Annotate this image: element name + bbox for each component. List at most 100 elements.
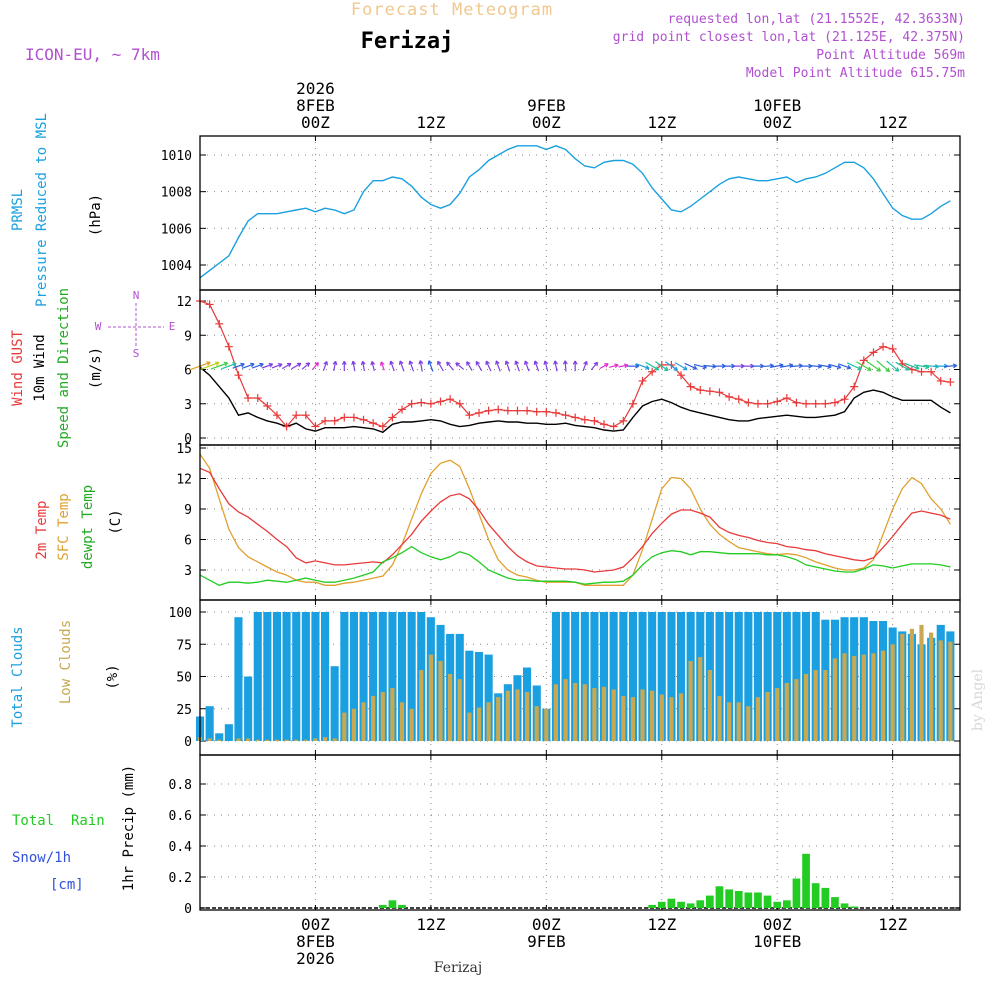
ytick-label: 0 — [184, 902, 192, 917]
rain-bar — [648, 904, 656, 908]
wind-arrow — [572, 360, 578, 372]
total-cloud-bar — [292, 612, 301, 741]
wind-arrow — [771, 363, 784, 368]
gust-point — [542, 407, 551, 416]
wind-arrow — [626, 363, 640, 369]
total-cloud-bar — [590, 612, 599, 741]
total-clouds-label: Total Clouds — [10, 626, 26, 727]
wind-arrow — [475, 360, 483, 372]
compass-n: N — [133, 289, 140, 302]
wind-arrow — [543, 360, 549, 372]
gust-point — [609, 422, 618, 431]
wind-arrow — [828, 363, 842, 370]
total-cloud-bar — [715, 612, 724, 741]
gust-point — [330, 416, 339, 425]
ytick-label: 0.8 — [169, 778, 192, 793]
total-cloud-bar — [561, 612, 570, 741]
low-cloud-bar — [236, 738, 241, 741]
gust-point — [773, 397, 782, 406]
rain-label: Total Rain — [12, 813, 105, 829]
gust-point — [378, 422, 387, 431]
time-label-bottom: 8FEB — [296, 932, 335, 951]
gust-point — [725, 392, 734, 401]
gust-point — [484, 406, 493, 415]
rain-bar — [378, 904, 387, 908]
low-cloud-bar — [775, 688, 780, 741]
temp2m-line — [199, 467, 951, 573]
gust-point — [850, 382, 859, 391]
total-cloud-bar — [474, 652, 483, 741]
wind-arrow — [351, 360, 356, 372]
gust-point — [417, 398, 426, 407]
ytick-label: 0.6 — [169, 809, 192, 824]
wind-arrow — [446, 361, 454, 371]
total-cloud-bar — [792, 612, 801, 741]
time-label-top: 2026 — [296, 79, 335, 98]
gust-point — [205, 300, 214, 309]
wind-arrow — [582, 360, 588, 372]
low-cloud-bar — [813, 670, 818, 741]
gust-point — [407, 399, 416, 408]
low-cloud-bar — [496, 697, 501, 741]
location-title: Ferizaj — [361, 29, 454, 54]
temp2m-label: 2m Temp — [34, 500, 50, 559]
total-cloud-bar — [763, 612, 772, 741]
low-cloud-bar — [832, 658, 837, 741]
rain-bar — [388, 900, 397, 909]
low-cloud-bar — [303, 739, 308, 741]
wind-arrow — [838, 363, 852, 370]
wind-arrow — [301, 362, 311, 370]
rain-bar — [734, 891, 743, 908]
low-cloud-bar — [284, 739, 289, 741]
low-cloud-bar — [428, 654, 433, 741]
low-cloud-bar — [755, 697, 761, 741]
sfctemp-label: SFC Temp — [56, 493, 72, 560]
gust-point — [465, 411, 474, 420]
low-cloud-bar — [909, 628, 914, 741]
wind-arrow — [599, 363, 609, 370]
compass-w: W — [95, 320, 102, 333]
panel-2: 3 6 9 12 15 — [176, 442, 960, 600]
rain-bar — [657, 901, 666, 908]
wind-arrow — [466, 361, 473, 371]
wind-arrow — [514, 360, 520, 372]
gust-point — [292, 411, 301, 420]
gust-point — [224, 342, 233, 351]
low-cloud-bar — [698, 657, 703, 741]
gust-point — [301, 411, 310, 420]
ytick-label: 50 — [176, 671, 192, 686]
time-label-top: 8FEB — [296, 96, 335, 115]
low-cloud-bar — [630, 697, 635, 741]
gust-point — [638, 376, 647, 385]
panel-border — [199, 135, 961, 291]
total-cloud-bar — [782, 612, 791, 741]
low-cloud-bar — [294, 739, 299, 741]
wind-arrow — [418, 360, 424, 372]
total-cloud-bar — [398, 612, 407, 741]
total-cloud-bar — [657, 612, 666, 741]
total-cloud-bar — [677, 612, 686, 741]
low-cloud-bar — [688, 661, 693, 741]
low-cloud-bar — [784, 683, 789, 741]
pressure-unit: (hPa) — [88, 194, 104, 236]
rain-bar — [783, 900, 791, 909]
low-cloud-bar — [659, 694, 664, 741]
low-cloud-bar — [736, 702, 741, 741]
wind-arrow — [199, 361, 220, 371]
wind-arrow — [251, 362, 264, 369]
low-cloud-bar — [794, 679, 799, 741]
wind-arrow — [389, 360, 395, 372]
total-cloud-bar — [465, 650, 474, 741]
total-cloud-bar — [773, 612, 782, 741]
ytick-label: 25 — [176, 703, 192, 718]
low-cloud-bar — [534, 706, 539, 741]
gust-point — [580, 415, 589, 424]
time-label-bottom: 10FEB — [753, 932, 801, 951]
gust-point — [782, 394, 791, 403]
requested-coords: requested lon,lat (21.1552E, 42.3633N) — [668, 12, 965, 27]
rain-bar — [821, 887, 830, 908]
total-cloud-bar — [340, 612, 349, 741]
gust-point — [388, 413, 397, 422]
wind-arrow — [455, 362, 465, 370]
total-cloud-bar — [484, 654, 493, 741]
